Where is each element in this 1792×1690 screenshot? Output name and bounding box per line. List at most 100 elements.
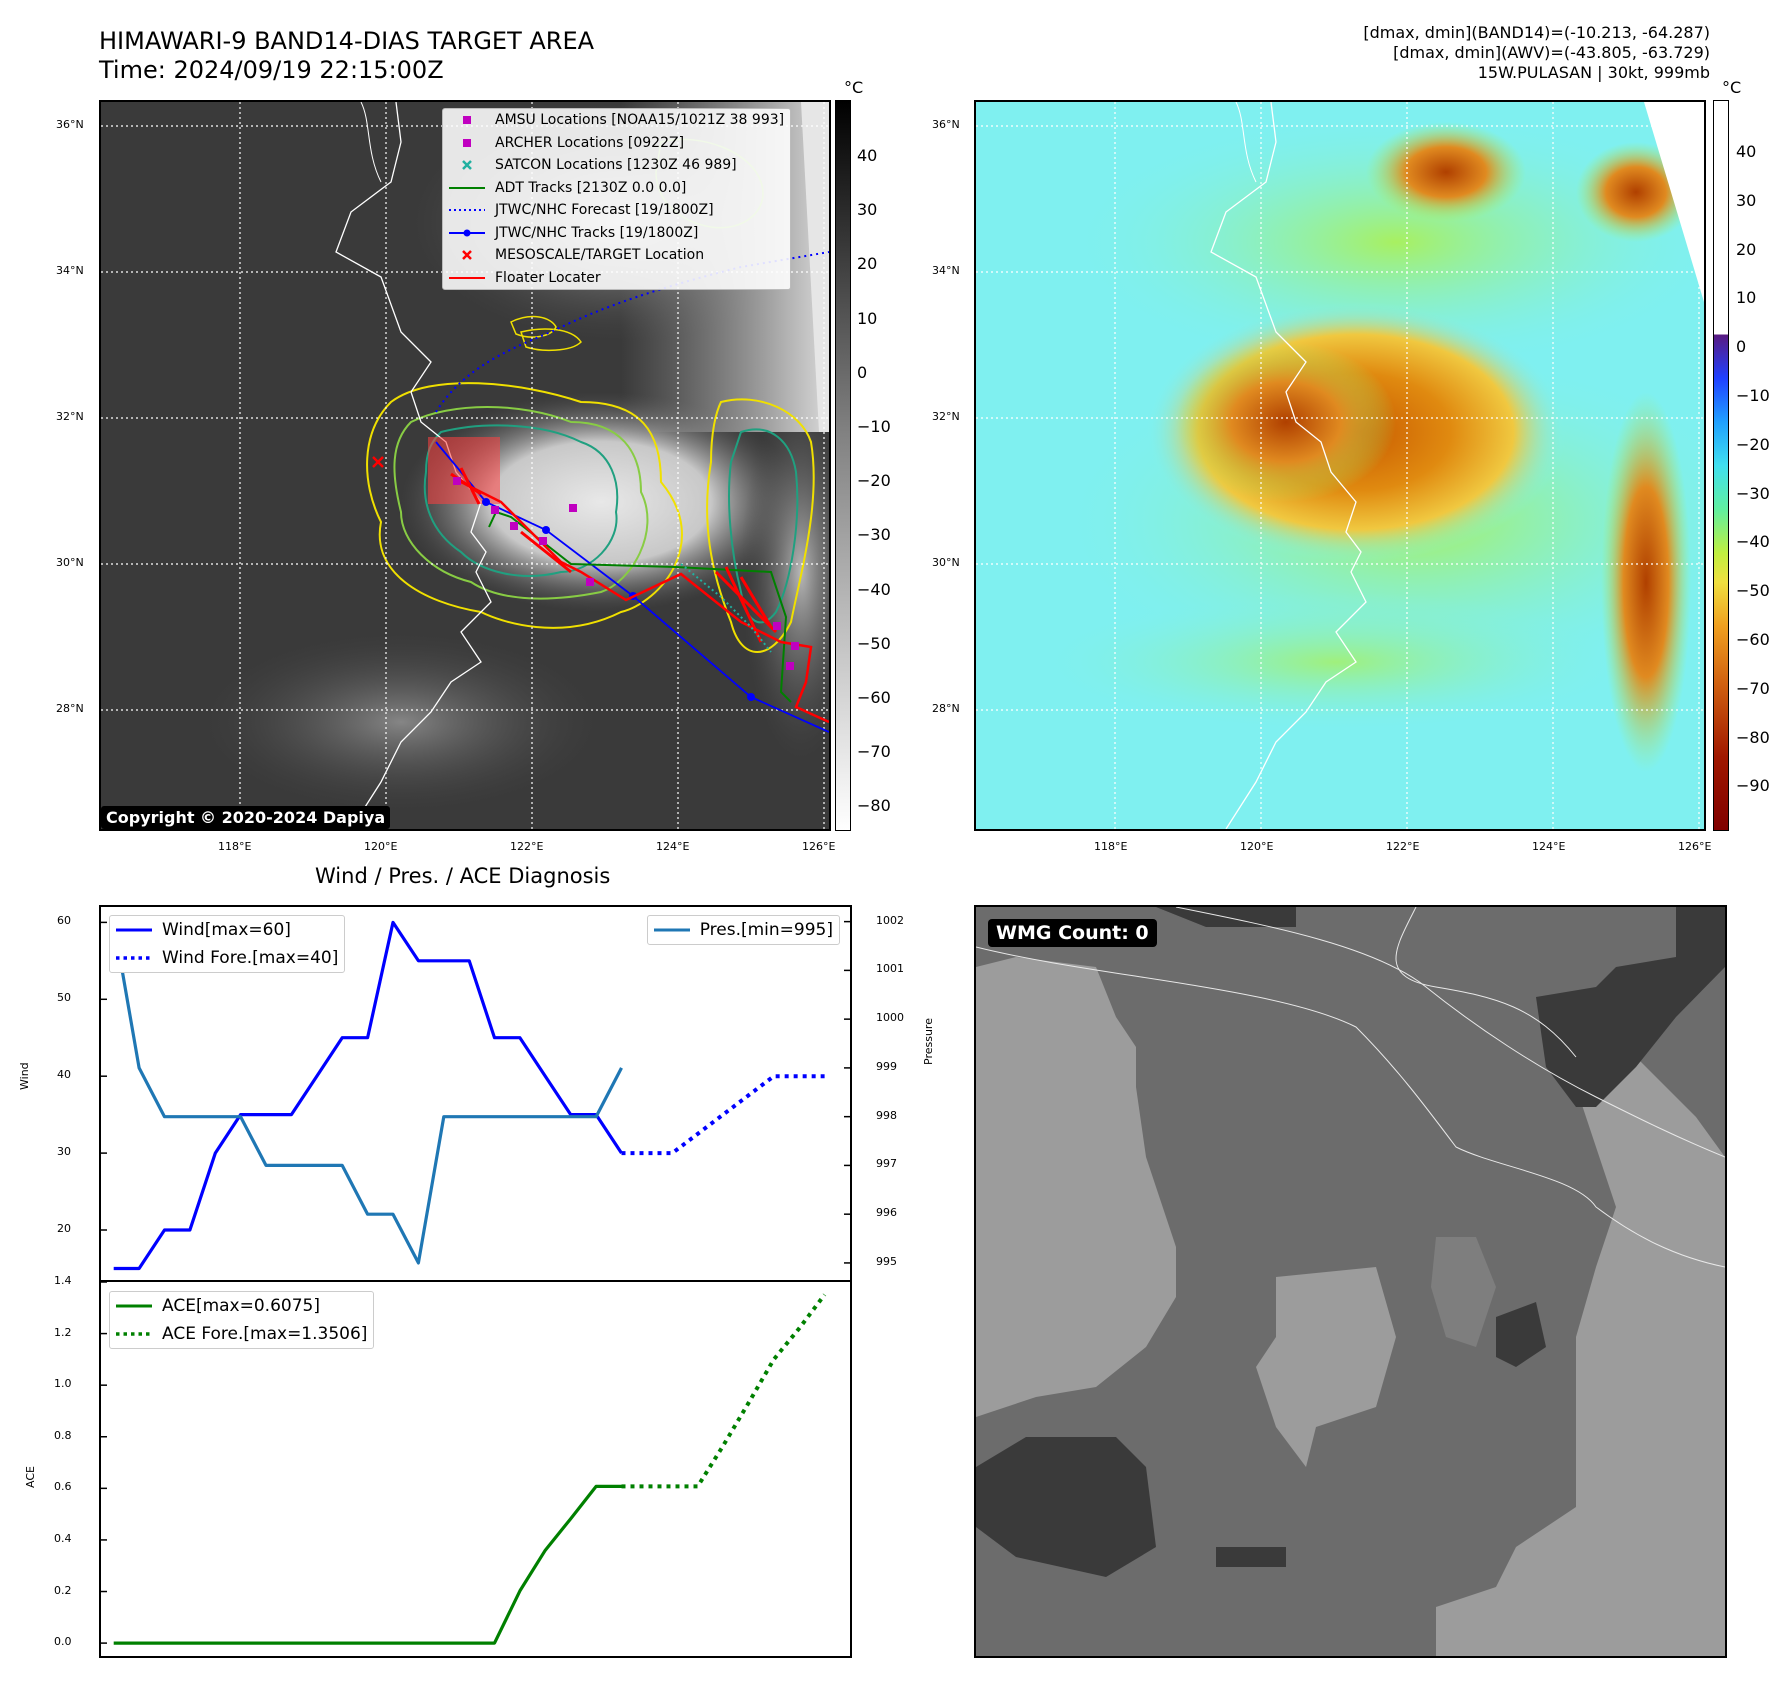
lat-label: 30°N	[932, 556, 960, 569]
ace-tick-label: 1.4	[54, 1274, 72, 1287]
awv-colorbar-tick-label: −30	[1736, 483, 1770, 503]
wmg-canvas	[976, 907, 1725, 1656]
contour-yellow	[706, 398, 815, 653]
coastline	[360, 102, 382, 183]
cloud-mass	[401, 392, 801, 612]
ir-colorbar-tick-label: 10	[857, 308, 878, 328]
moisture-field	[1066, 112, 1704, 372]
ir-colorbar-tick-label: 30	[857, 200, 878, 220]
legend-item-floater: Floater Locater	[443, 267, 790, 290]
pressure-legend: Pres.[min=995]	[646, 915, 840, 945]
lat-label: 28°N	[932, 702, 960, 715]
lat-label: 34°N	[56, 264, 84, 277]
line-icon	[653, 928, 690, 932]
pressure-tick-label: 999	[876, 1059, 897, 1073]
coastline	[1235, 102, 1257, 183]
contour-teal	[423, 424, 619, 577]
ir-colorbar-tick-label: −80	[857, 796, 891, 816]
wmg-region-dark	[1496, 1302, 1546, 1367]
lat-label: 36°N	[932, 118, 960, 131]
ace-tick-label: 1.0	[54, 1377, 72, 1391]
series-line-2	[112, 921, 623, 1265]
ir-colorbar-tick-label: −10	[857, 417, 891, 436]
awv-colorbar-tick-label: 40	[1736, 142, 1757, 161]
ir-map-panel: AMSU Locations [NOAA15/1021Z 38 993] ARC…	[99, 100, 831, 831]
ir-colorbar	[835, 100, 851, 831]
contour-yellow	[366, 382, 683, 629]
line-icon	[449, 276, 485, 279]
legend-item-ace-forecast: ACE Fore.[max=1.3506]	[110, 1320, 373, 1348]
cloud-mass	[201, 632, 601, 812]
chart-title: HIMAWARI-9 BAND14-DIAS TARGET AREA	[99, 27, 595, 55]
awv-colorbar-tick-label: 10	[1736, 288, 1757, 308]
ir-legend: AMSU Locations [NOAA15/1021Z 38 993] ARC…	[442, 108, 792, 290]
awv-colorbar-tick-label: 30	[1736, 190, 1757, 210]
amsu-archer-locations	[453, 477, 799, 670]
floater-locater	[460, 480, 829, 724]
wmg-region-dark	[1536, 907, 1725, 1107]
pressure-tick-label: 997	[876, 1157, 897, 1171]
lon-label: 124°E	[656, 840, 690, 853]
storm-info: 15W.PULASAN | 30kt, 999mb	[1477, 63, 1710, 82]
contour-yellow	[520, 328, 582, 352]
wind-tick-label: 50	[57, 991, 71, 1005]
dotted-line-icon	[449, 209, 485, 212]
wmg-panel: WMG Count: 0	[974, 905, 1727, 1658]
lon-label: 120°E	[364, 840, 398, 853]
legend-item-pressure: Pres.[min=995]	[648, 916, 839, 944]
lat-label: 34°N	[932, 264, 960, 277]
x-marker-icon	[462, 250, 472, 261]
satcon-locations	[680, 563, 772, 653]
ace-tick-label: 1.2	[54, 1325, 72, 1339]
mesoscale-target-marker	[372, 456, 384, 468]
awv-map-canvas	[976, 102, 1704, 829]
dotted-line-icon	[116, 956, 152, 960]
diagnosis-title: Wind / Pres. / ACE Diagnosis	[315, 864, 611, 888]
ace-tick-label: 0.4	[54, 1531, 72, 1545]
pressure-tick-label: 1001	[876, 962, 904, 976]
contour-teal	[728, 428, 799, 624]
lat-label: 30°N	[56, 556, 84, 569]
ir-colorbar-tick-label: −20	[857, 471, 891, 491]
lon-label: 124°E	[1532, 840, 1566, 853]
wind-axis-label: Wind	[18, 1062, 31, 1090]
lon-label: 122°E	[1386, 840, 1420, 853]
ace-tick-label: 0.8	[54, 1428, 72, 1442]
wind-pressure-chart: Wind[max=60] Wind Fore.[max=40] Pres.[mi…	[99, 905, 852, 1282]
pressure-tick-label: 998	[876, 1108, 897, 1122]
awv-colorbar-tick-label: −90	[1736, 776, 1770, 796]
wmg-region-mid	[1431, 1237, 1496, 1347]
wind-tick-label: 40	[57, 1068, 71, 1082]
awv-colorbar-tick-label: 20	[1736, 239, 1757, 259]
legend-item-jtwc-tracks: JTWC/NHC Tracks [19/1800Z]	[443, 222, 790, 245]
ir-colorbar-tick-label: −30	[857, 525, 891, 545]
wind-tick-label: 30	[57, 1145, 71, 1159]
square-marker-icon	[463, 138, 471, 147]
lon-label: 118°E	[218, 840, 252, 853]
band14-range: [dmax, dmin](BAND14)=(-10.213, -64.287)	[1363, 23, 1710, 42]
wmg-region-light	[1436, 1057, 1725, 1656]
line-icon	[116, 1304, 152, 1308]
copyright-label: Copyright © 2020-2024 Dapiya	[101, 806, 391, 829]
data-edge	[1644, 102, 1704, 302]
wind-tick-label: 20	[57, 1222, 71, 1235]
data-edge	[801, 102, 829, 432]
ace-tick-label: 0.0	[54, 1635, 72, 1649]
awv-colorbar-tick-label: 0	[1736, 337, 1747, 357]
target-area-box	[428, 437, 500, 504]
map-gridlines	[976, 102, 1704, 829]
legend-item-wind: Wind[max=60]	[110, 916, 344, 944]
awv-colorbar-tick-label: −70	[1736, 678, 1770, 698]
ace-legend: ACE[max=0.6075] ACE Fore.[max=1.3506]	[109, 1291, 375, 1349]
pressure-tick-label: 1000	[876, 1011, 904, 1025]
awv-range: [dmax, dmin](AWV)=(-43.805, -63.729)	[1393, 43, 1710, 62]
legend-item-amsu: AMSU Locations [NOAA15/1021Z 38 993]	[443, 109, 790, 132]
pressure-axis-label: Pressure	[922, 1018, 935, 1065]
pressure-tick-label: 1002	[876, 913, 904, 927]
wind-pressure-plot	[101, 920, 850, 1271]
lat-label: 32°N	[56, 410, 84, 423]
ir-colorbar-tick-label: −70	[857, 742, 891, 762]
wmg-region-dark	[1216, 1547, 1286, 1567]
awv-colorbar-unit: °C	[1722, 78, 1742, 97]
legend-item-adt: ADT Tracks [2130Z 0.0 0.0]	[443, 177, 790, 200]
